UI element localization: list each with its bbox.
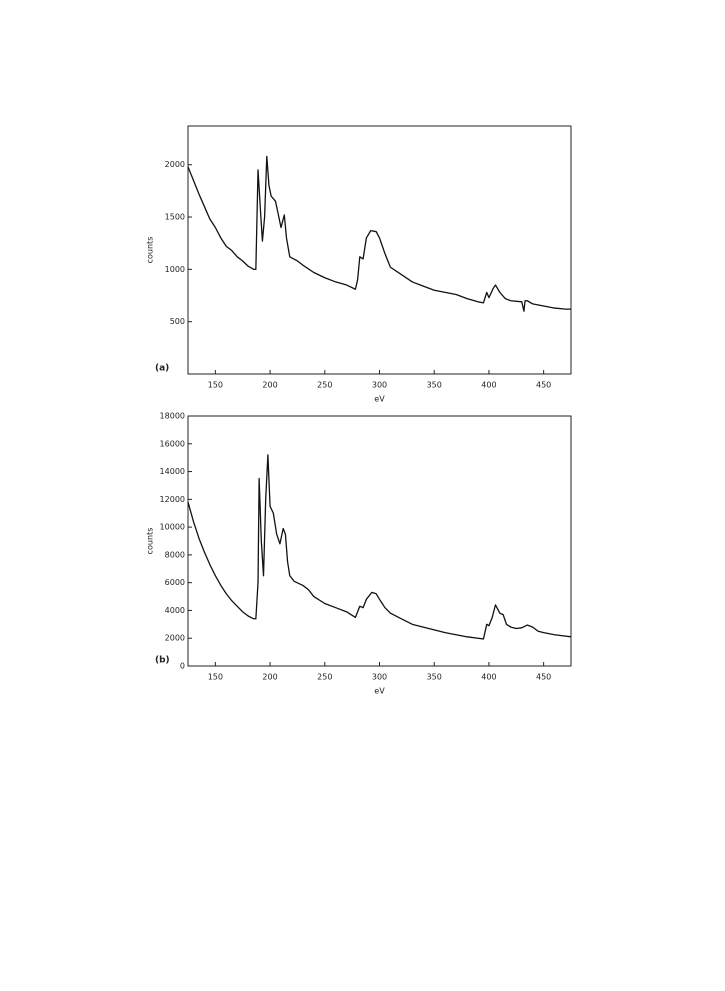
y-axis-label: counts	[146, 237, 155, 264]
y-axis-label: counts	[146, 528, 155, 555]
x-tick-label: 350	[427, 673, 442, 682]
x-tick-label: 250	[317, 381, 332, 390]
plot-frame	[187, 125, 572, 375]
spectrum-line	[187, 155, 571, 312]
x-axis-label: eV	[374, 395, 385, 404]
x-tick-label: 400	[481, 673, 496, 682]
y-tick-label: 4000	[165, 606, 185, 615]
y-tick-label: 1000	[165, 265, 185, 274]
y-tick-label: 0	[180, 662, 185, 671]
x-tick-label: 150	[208, 673, 223, 682]
x-tick-label: 200	[262, 673, 277, 682]
plot-frame	[187, 415, 572, 667]
y-tick-label: 8000	[165, 550, 185, 559]
x-tick-label: 300	[372, 381, 387, 390]
y-tick-label: 2000	[165, 160, 185, 169]
x-tick-label: 350	[427, 381, 442, 390]
x-tick-label: 150	[208, 381, 223, 390]
y-tick-label: 16000	[160, 439, 185, 448]
panel-label: (a)	[155, 364, 169, 374]
y-tick-label: 10000	[160, 523, 185, 532]
x-axis-label: eV	[374, 687, 385, 696]
y-tick-label: 2000	[165, 634, 185, 643]
x-tick-label: 200	[262, 381, 277, 390]
y-tick-label: 14000	[160, 467, 185, 476]
y-tick-label: 6000	[165, 578, 185, 587]
panel-label: (b)	[155, 656, 170, 666]
y-tick-label: 500	[170, 317, 185, 326]
y-tick-label: 18000	[160, 412, 185, 421]
x-tick-label: 450	[536, 673, 551, 682]
x-tick-label: 400	[481, 381, 496, 390]
y-tick-label: 1500	[165, 213, 185, 222]
x-tick-label: 250	[317, 673, 332, 682]
x-tick-label: 450	[536, 381, 551, 390]
y-tick-label: 12000	[160, 495, 185, 504]
x-tick-label: 300	[372, 673, 387, 682]
spectrum-line	[187, 454, 572, 640]
